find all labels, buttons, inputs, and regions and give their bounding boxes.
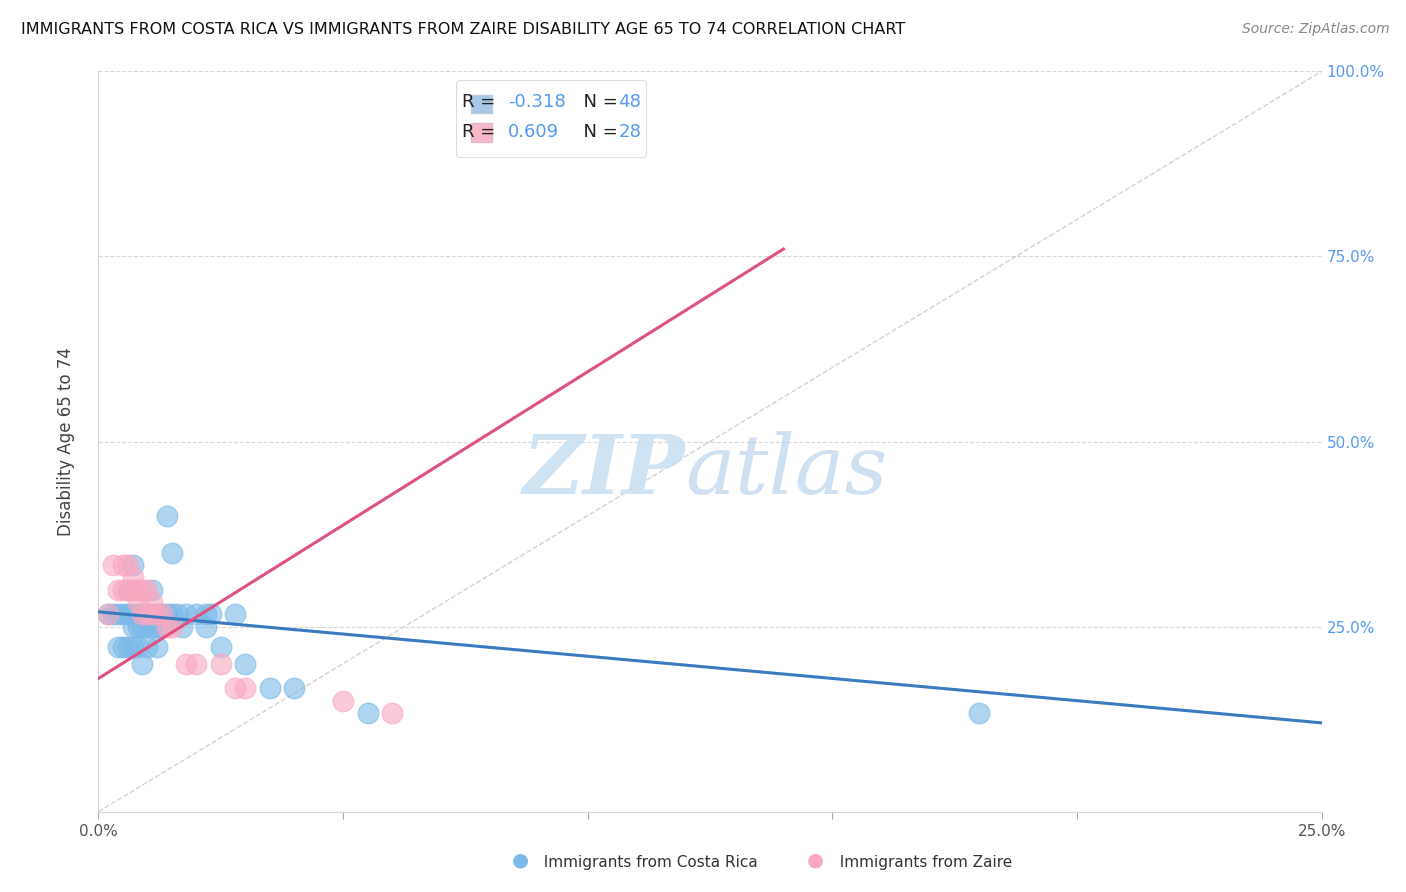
Point [127,582,149,597]
Text: Immigrants from Zaire: Immigrants from Zaire [830,855,1012,870]
Point [117,558,139,573]
Point [101,558,124,573]
Point [131,607,153,621]
Point [141,607,163,621]
Point [259,681,281,695]
Point [146,607,169,621]
Text: 0.609: 0.609 [508,123,560,141]
Point [121,619,143,633]
Point [127,640,149,655]
Point [117,640,139,655]
Point [195,619,218,633]
Text: ●: ● [807,851,824,870]
Point [141,595,163,609]
Point [111,607,134,621]
Point [150,607,173,621]
Point [121,558,143,573]
Point [117,582,139,597]
Point [200,607,222,621]
Point [224,607,246,621]
Point [111,640,134,655]
Point [967,706,990,721]
Text: 48: 48 [619,94,641,112]
Text: N =: N = [572,94,623,112]
Point [156,508,179,523]
Point [107,607,129,621]
Text: R =: R = [461,123,501,141]
Text: N =: N = [572,123,623,141]
Text: -0.318: -0.318 [508,94,567,112]
Point [150,619,173,633]
Point [121,607,143,621]
Point [381,706,404,721]
Point [233,657,256,671]
Point [356,706,378,721]
Point [121,640,143,655]
Y-axis label: Disability Age 65 to 74: Disability Age 65 to 74 [56,347,75,536]
Point [195,607,218,621]
Point [156,607,179,621]
Point [141,619,163,633]
Point [131,619,153,633]
Point [107,640,129,655]
Point [97,607,120,621]
Point [127,619,149,633]
Legend: R =         N = , R =         N = : R = N = , R = N = [456,80,647,157]
Text: ●: ● [512,851,529,870]
Point [166,607,188,621]
Point [97,607,120,621]
Text: Immigrants from Costa Rica: Immigrants from Costa Rica [534,855,758,870]
Point [160,619,183,633]
Point [176,607,198,621]
Point [141,607,163,621]
Point [209,640,232,655]
Point [121,570,143,584]
Point [117,582,139,597]
Point [127,607,149,621]
Point [121,582,143,597]
Point [160,607,183,621]
Point [136,640,159,655]
Text: IMMIGRANTS FROM COSTA RICA VS IMMIGRANTS FROM ZAIRE DISABILITY AGE 65 TO 74 CORR: IMMIGRANTS FROM COSTA RICA VS IMMIGRANTS… [21,22,905,37]
Point [186,607,208,621]
Point [111,558,134,573]
Point [146,619,169,633]
Point [131,582,153,597]
Point [156,619,179,633]
Point [136,607,159,621]
Point [107,582,129,597]
Text: atlas: atlas [686,431,889,511]
Point [176,657,198,671]
Point [224,681,246,695]
Point [150,607,173,621]
Point [209,657,232,671]
Point [146,640,169,655]
Point [101,607,124,621]
Text: 28: 28 [619,123,641,141]
Point [136,582,159,597]
Point [136,607,159,621]
Point [170,619,193,633]
Text: R =: R = [461,94,501,112]
Point [141,582,163,597]
Text: ZIP: ZIP [523,431,686,511]
Point [146,607,169,621]
Point [332,694,354,708]
Point [233,681,256,695]
Point [117,607,139,621]
Point [131,607,153,621]
Point [127,595,149,609]
Text: Source: ZipAtlas.com: Source: ZipAtlas.com [1241,22,1389,37]
Point [111,582,134,597]
Point [186,657,208,671]
Point [131,657,153,671]
Point [136,619,159,633]
Point [160,546,183,560]
Point [283,681,305,695]
